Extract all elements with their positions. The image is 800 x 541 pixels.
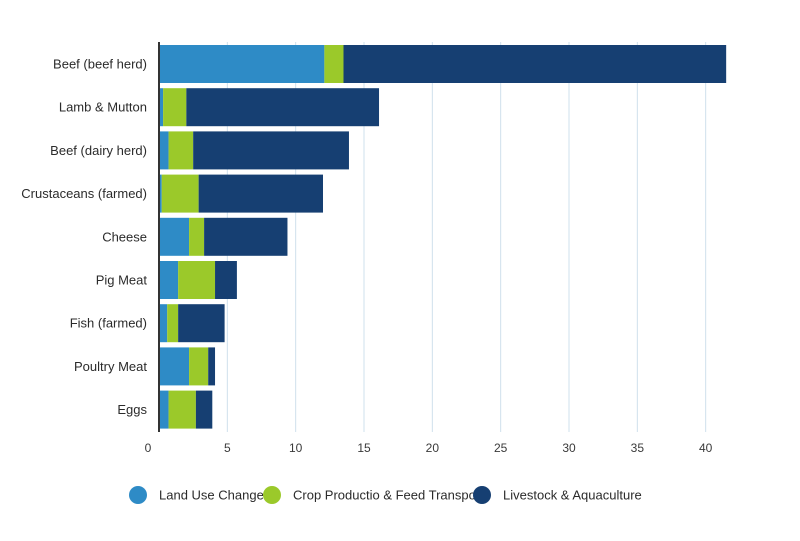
category-label: Cheese <box>102 229 147 244</box>
category-label: Crustaceans (farmed) <box>21 186 147 201</box>
x-tick-label: 5 <box>224 441 231 455</box>
bars <box>159 45 727 429</box>
legend-swatch <box>473 486 491 504</box>
category-label: Beef (beef herd) <box>53 57 147 72</box>
category-label: Fish (farmed) <box>70 316 147 331</box>
x-tick-label: 20 <box>426 441 440 455</box>
legend-label: Land Use Change <box>159 488 264 503</box>
bar-segment <box>208 347 216 386</box>
x-tick-labels: 0 5 10 15 20 25 30 35 40 <box>145 441 713 455</box>
bar-segment <box>189 347 209 386</box>
bar-segment <box>189 217 205 256</box>
category-label: Pig Meat <box>96 273 148 288</box>
bar-segment <box>159 261 179 299</box>
category-labels: Beef (beef herd) Lamb & Mutton Beef (dairy… <box>21 57 147 418</box>
category-label: Poultry Meat <box>74 359 147 374</box>
category-label: Lamb & Mutton <box>59 100 147 115</box>
bar-segment <box>159 131 169 170</box>
bar-segment <box>168 390 196 429</box>
x-tick-label: 35 <box>631 441 645 455</box>
bar-segment <box>178 261 216 299</box>
bar-segment <box>161 174 199 213</box>
bar-segment <box>186 88 380 127</box>
bar-segment <box>168 131 194 170</box>
bar-segment <box>178 304 225 343</box>
x-tick-label: 40 <box>699 441 713 455</box>
bar-segment <box>324 45 344 83</box>
legend-swatch <box>129 486 147 504</box>
category-label: Beef (dairy herd) <box>50 143 147 158</box>
bar-segment <box>159 347 190 386</box>
bar-segment <box>343 45 727 83</box>
category-label: Eggs <box>117 402 147 417</box>
bar-segment <box>159 304 168 343</box>
x-tick-label: 30 <box>562 441 576 455</box>
bar-segment <box>163 88 187 127</box>
bar-segment <box>159 88 164 127</box>
x-tick-label: 25 <box>494 441 508 455</box>
bar-segment <box>159 217 190 256</box>
bar-segment <box>204 217 288 256</box>
legend: Land Use Change Crop Productio & Feed Tra… <box>129 486 642 504</box>
x-tick-label: 10 <box>289 441 303 455</box>
bar-segment <box>167 304 179 343</box>
bar-segment <box>159 45 325 83</box>
bar-segment <box>198 174 323 213</box>
bar-segment <box>195 390 213 429</box>
bar-segment <box>159 174 162 213</box>
bar-segment <box>193 131 349 170</box>
x-tick-label: 0 <box>145 441 152 455</box>
legend-label: Crop Productio & Feed Transport <box>293 488 484 503</box>
bar-segment <box>159 390 169 429</box>
legend-swatch <box>263 486 281 504</box>
legend-label: Livestock & Aquaculture <box>503 488 642 503</box>
bar-segment <box>215 261 237 299</box>
x-tick-label: 15 <box>357 441 371 455</box>
